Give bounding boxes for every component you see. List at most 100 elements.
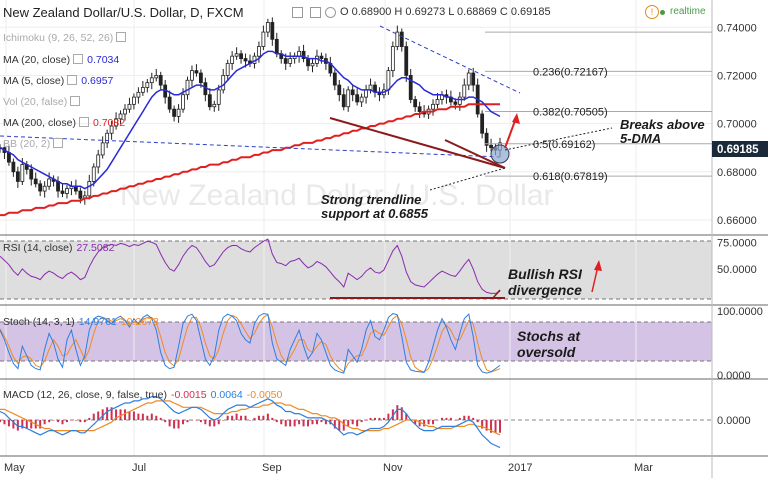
- macd-histogram-bar: [432, 420, 435, 425]
- legend-ma200-label: MA (200, close): [3, 117, 76, 129]
- alert-icon[interactable]: !: [645, 5, 659, 19]
- legend-ichimoku[interactable]: Ichimoku (9, 26, 52, 26): [3, 32, 127, 44]
- rsi-arrowhead: [594, 260, 602, 271]
- x-tick-label: 2017: [508, 462, 532, 474]
- macd-signal-line: [0, 400, 501, 436]
- macd-histogram-bar: [302, 420, 305, 427]
- candle-body: [87, 181, 92, 197]
- legend-vol[interactable]: Vol (20, false): [3, 96, 81, 108]
- breakout-circle: [490, 144, 510, 164]
- macd-histogram-bar: [199, 420, 202, 423]
- legend-box-icon[interactable]: [73, 54, 84, 64]
- macd-histogram-bar: [271, 417, 274, 420]
- visibility-icon[interactable]: [310, 7, 321, 18]
- support-trendline-a: [329, 117, 506, 169]
- candle-body: [431, 103, 435, 110]
- macd-histogram-bar: [476, 420, 479, 423]
- legend-ma20[interactable]: MA (20, close) 0.7034: [3, 54, 119, 66]
- macd-histogram-bar: [57, 420, 60, 423]
- macd-histogram-bar: [30, 420, 33, 429]
- fib-level-label: 0.5(0.69162): [533, 139, 595, 151]
- candle-body: [265, 22, 270, 33]
- macd-histogram-bar: [70, 420, 73, 421]
- candle-body: [417, 106, 422, 112]
- macd-histogram-bar: [499, 420, 501, 433]
- rsi-y-tick-label: 75.0000: [717, 237, 757, 249]
- legend-box-icon[interactable]: [70, 96, 81, 106]
- candle-body: [65, 188, 69, 194]
- macd-histogram-bar: [231, 415, 234, 420]
- macd-histogram-bar: [150, 413, 153, 420]
- macd-histogram-bar: [132, 411, 135, 420]
- realtime-dot-icon: [660, 10, 665, 15]
- candle-body: [96, 154, 101, 168]
- candle-body: [38, 183, 43, 192]
- settings-icon[interactable]: [292, 7, 303, 18]
- symbol-title[interactable]: New Zealand Dollar/U.S. Dollar, D, FXCM: [3, 5, 244, 20]
- macd-histogram-bar: [315, 420, 318, 425]
- fib-level-label: 0.382(0.70505): [533, 106, 608, 118]
- candle-body: [350, 89, 355, 96]
- candle-body: [7, 152, 11, 163]
- candle-body: [42, 185, 47, 192]
- macd-histogram-bar: [0, 420, 1, 423]
- eye-icon[interactable]: [325, 7, 336, 18]
- macd-histogram-bar: [374, 417, 376, 420]
- macd-histogram-bar: [365, 420, 368, 421]
- macd-histogram-bar: [240, 415, 243, 420]
- macd-histogram-bar: [414, 420, 417, 425]
- legend-box-icon[interactable]: [67, 75, 78, 85]
- candle-body: [239, 53, 243, 59]
- legend-macd-label: MACD (12, 26, close, 9, false, true): [3, 389, 167, 401]
- candle-body: [207, 94, 212, 108]
- axis-labels-group: May Jul Sep Nov 2017 Mar 0.74000 0.72000 0.70000…: [4, 22, 763, 474]
- macd-histogram-bar: [190, 420, 193, 421]
- macd-histogram-bar: [427, 420, 430, 425]
- rsi-y-tick-label: 50.0000: [717, 264, 757, 276]
- macd-histogram-bar: [119, 409, 122, 420]
- candle-body: [364, 89, 368, 98]
- macd-histogram-bar: [217, 420, 220, 425]
- candle-body: [462, 84, 467, 98]
- annotation-breaks: Breaks above 5-DMA: [620, 117, 705, 146]
- legend-macd-signal-value: -0.0050: [246, 389, 283, 401]
- x-tick-label: Jul: [132, 462, 146, 474]
- legend-macd-line-value: 0.0064: [210, 389, 243, 401]
- macd-histogram-bar: [387, 413, 390, 420]
- macd-histogram-bar: [204, 420, 207, 425]
- macd-histogram-bar: [333, 420, 336, 429]
- macd-histogram-bar: [266, 413, 269, 420]
- macd-histogram-bar: [146, 415, 149, 420]
- ma200-line: [0, 103, 500, 217]
- breakout-arrow: [504, 117, 517, 149]
- macd-histogram-bar: [423, 420, 426, 427]
- legend-box-icon[interactable]: [78, 117, 89, 127]
- macd-histogram-bar: [195, 420, 198, 421]
- legend-macd[interactable]: MACD (12, 26, close, 9, false, true) -0.0…: [3, 389, 282, 401]
- legend-box-icon[interactable]: [53, 138, 64, 148]
- candle-body: [109, 125, 114, 134]
- legend-rsi[interactable]: RSI (14, close) 27.5082: [3, 242, 114, 254]
- legend-bb[interactable]: BB (20, 2): [3, 138, 64, 150]
- legend-stoch[interactable]: Stoch (14, 3, 1) 14.9761 10.2673: [3, 316, 159, 328]
- last-price-badge: [712, 141, 768, 157]
- macd-histogram-bar: [445, 417, 448, 420]
- legend-box-icon[interactable]: [116, 32, 127, 42]
- fib-level-label: 0.618(0.67819): [533, 171, 608, 183]
- macd-histogram-bar: [262, 415, 265, 420]
- candle-body: [404, 46, 409, 76]
- candle-body: [359, 96, 364, 103]
- candle-body: [234, 53, 239, 57]
- macd-histogram-bar: [436, 420, 439, 421]
- candle-body: [332, 72, 337, 86]
- macd-y-tick-label: 0.0000: [717, 415, 751, 427]
- annotation-stoch: Stochs at oversold: [517, 328, 581, 360]
- macd-histogram-bar: [25, 420, 28, 429]
- macd-histogram-bar: [458, 417, 461, 420]
- macd-histogram-bar: [101, 409, 104, 420]
- legend-ma5[interactable]: MA (5, close) 0.6957: [3, 75, 113, 87]
- stoch-band: [0, 322, 712, 361]
- macd-histogram-bar: [39, 420, 42, 429]
- legend-ma200[interactable]: MA (200, close) 0.7082: [3, 117, 125, 129]
